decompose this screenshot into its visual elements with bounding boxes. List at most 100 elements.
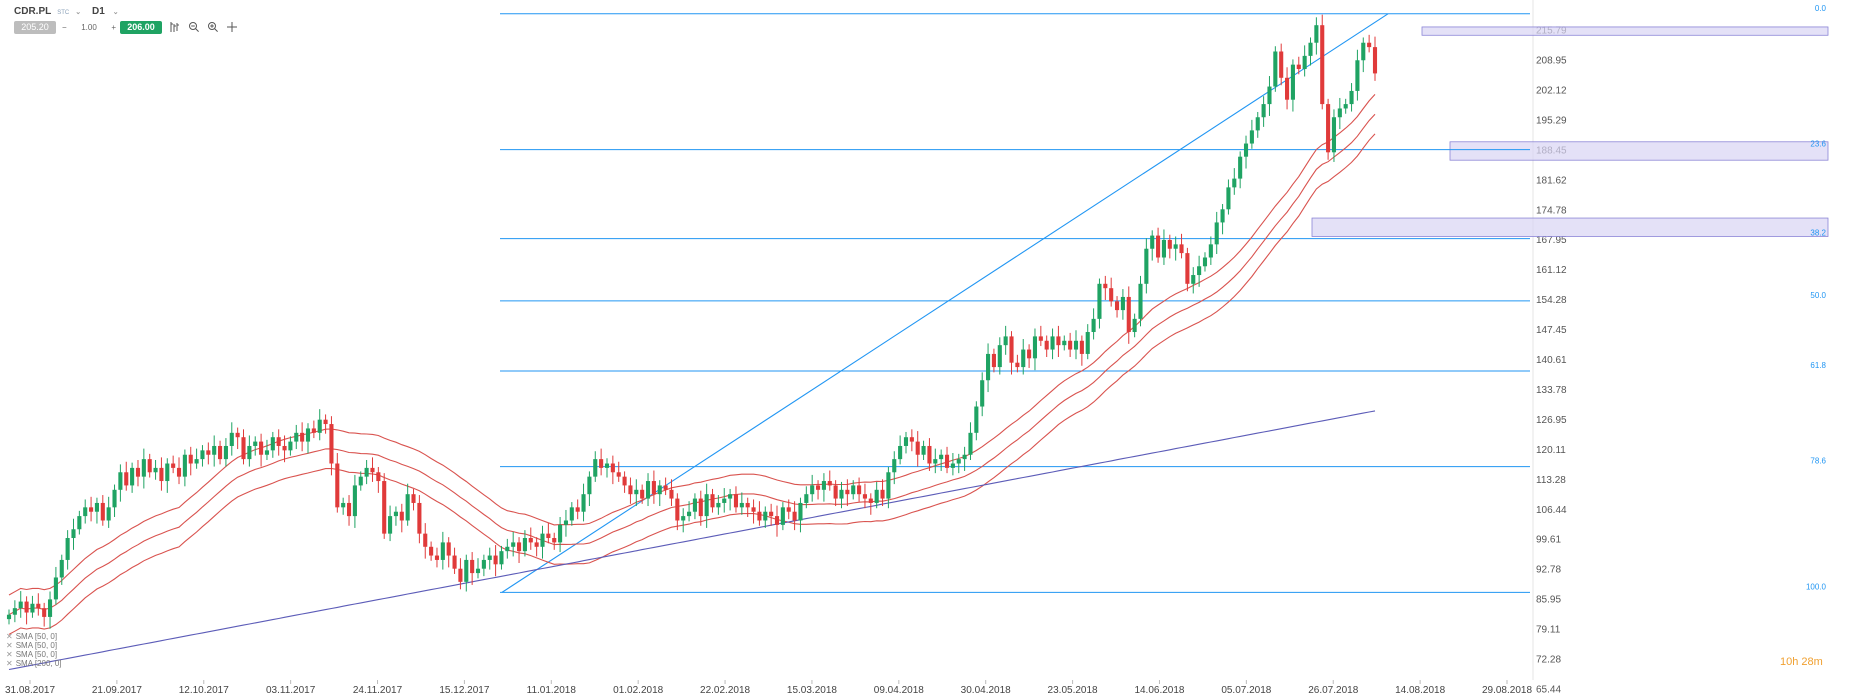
timeframe-selector[interactable]: D1 ⌄: [92, 6, 119, 17]
candle-body: [1032, 336, 1038, 359]
sell-price-button[interactable]: 205.20: [14, 21, 56, 34]
candle-body: [675, 498, 680, 521]
fib-level-label: 23.6: [1810, 140, 1826, 149]
close-icon[interactable]: ✕: [6, 659, 13, 668]
candle-body: [986, 353, 991, 381]
price-tick-label: 174.78: [1536, 205, 1567, 216]
close-icon[interactable]: ✕: [6, 650, 13, 659]
candle-body: [1238, 156, 1243, 179]
candle-body: [1296, 64, 1301, 70]
qty-minus-button[interactable]: −: [62, 23, 67, 32]
candle-body: [470, 559, 475, 574]
candle-body: [294, 432, 299, 442]
candle-body: [1232, 178, 1237, 188]
price-tick-label: 140.61: [1536, 355, 1567, 366]
candle-body: [270, 437, 275, 451]
candle-body: [1314, 25, 1319, 43]
price-tick-label: 154.28: [1536, 295, 1567, 306]
candle-body: [1355, 60, 1360, 91]
indicator-item[interactable]: ✕ SMA [200, 0]: [6, 659, 62, 668]
candle-body: [1062, 340, 1067, 346]
sma-middle-line: [8, 113, 1376, 616]
candle-body: [53, 577, 58, 600]
candle-body: [423, 533, 428, 547]
candle-body: [311, 428, 316, 433]
candle-body: [212, 445, 217, 455]
candle-body: [12, 608, 17, 615]
candle-body: [845, 489, 850, 495]
candle-body: [956, 459, 961, 464]
candle-body: [546, 533, 551, 539]
candle-body: [810, 485, 815, 495]
candle-body: [763, 511, 768, 521]
candle-body: [581, 494, 586, 512]
candle-body: [980, 380, 985, 407]
bar-style-icon[interactable]: [168, 21, 182, 35]
close-icon[interactable]: ✕: [6, 632, 13, 641]
candle-body: [182, 454, 187, 477]
candle-body: [751, 507, 756, 512]
candle-body: [821, 481, 826, 490]
candle-body: [481, 559, 486, 569]
candle-body: [1214, 222, 1219, 245]
candle-body: [194, 459, 199, 464]
fib-level-label: 0.0: [1815, 4, 1827, 13]
qty-plus-button[interactable]: +: [111, 23, 116, 32]
candle-body: [358, 476, 363, 486]
symbol-sub: STC: [57, 10, 70, 16]
chart-tools: [168, 21, 239, 35]
zoom-in-icon[interactable]: [206, 21, 220, 35]
candle-body: [528, 538, 533, 543]
candle-body: [944, 454, 950, 468]
close-icon[interactable]: ✕: [6, 641, 13, 650]
sma-upper-line: [8, 94, 1376, 596]
date-tick-label: 03.11.2017: [266, 685, 316, 696]
buy-price-button[interactable]: 206.00: [120, 21, 162, 34]
quantity-stepper[interactable]: − 1.00 +: [62, 21, 116, 34]
candle-body: [218, 445, 223, 460]
candle-body: [376, 472, 381, 482]
fib-level-label: 38.2: [1810, 229, 1826, 238]
sma-lower-line: [8, 133, 1376, 635]
price-zone: [1421, 26, 1829, 36]
candle-body: [862, 494, 868, 499]
candle-body: [857, 485, 862, 495]
indicator-item[interactable]: ✕ SMA [50, 0]: [6, 632, 58, 641]
candle-body: [1009, 336, 1014, 363]
candle-body: [300, 432, 305, 442]
candle-body: [1038, 336, 1043, 341]
candle-body: [593, 459, 598, 477]
candle-body: [628, 485, 633, 495]
crosshair-icon[interactable]: [225, 21, 239, 35]
candle-body: [1372, 47, 1378, 74]
indicator-item[interactable]: ✕ SMA [50, 0]: [6, 650, 58, 659]
date-tick-label: 29.08.2018: [1482, 685, 1532, 696]
zoom-out-icon[interactable]: [187, 21, 201, 35]
candle-body: [458, 568, 463, 582]
candle-body: [59, 559, 64, 578]
candle-body: [950, 463, 955, 468]
candle-body: [1367, 42, 1372, 48]
qty-value[interactable]: 1.00: [81, 23, 97, 32]
candle-body: [1208, 244, 1213, 258]
candle-body: [1308, 42, 1313, 56]
candle-body: [1302, 55, 1307, 70]
candle-body: [851, 485, 856, 495]
candle-body: [335, 463, 340, 508]
candle-body: [1349, 90, 1354, 105]
date-tick-label: 26.07.2018: [1308, 685, 1358, 696]
price-tick-label: 161.12: [1536, 265, 1567, 276]
candle-body: [669, 489, 674, 499]
candle-body: [663, 485, 668, 490]
candle-body: [106, 507, 111, 521]
candle-body: [692, 498, 697, 512]
indicator-item[interactable]: ✕ SMA [50, 0]: [6, 641, 58, 650]
candle-body: [171, 463, 176, 468]
candle-body: [176, 467, 182, 477]
candle-body: [364, 467, 369, 477]
price-tick-label: 208.95: [1536, 55, 1567, 66]
symbol-selector[interactable]: CDR.PL STC ⌄: [14, 6, 81, 17]
candle-body: [382, 481, 387, 534]
date-tick-label: 12.10.2017: [179, 685, 229, 696]
